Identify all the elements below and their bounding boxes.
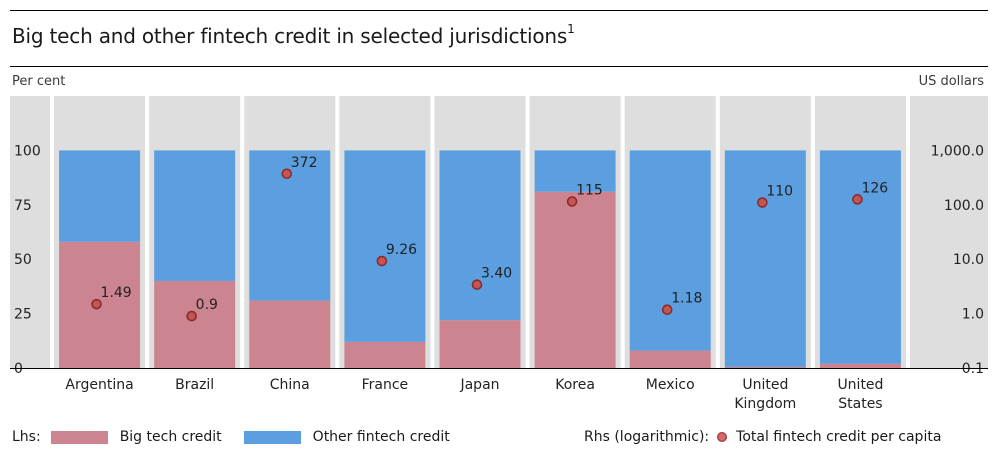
chart-title: Big tech and other fintech credit in sel… [12, 22, 575, 48]
category-label-3: France [362, 377, 409, 393]
dot-label-7: 110 [766, 184, 793, 200]
dot-per-capita-7 [757, 197, 768, 208]
bar-big-tech-5 [534, 191, 616, 368]
right-tick-label-2: 10.0 [953, 252, 984, 268]
right-axis-panel [910, 96, 988, 368]
legend-lhs: Lhs: Big tech credit Other fintech credi… [12, 429, 450, 445]
top-rule [10, 10, 988, 11]
right-tick-label-3: 100.0 [944, 198, 984, 214]
legend-big-tech-swatch [50, 430, 108, 444]
category-label-8-line0: United [837, 377, 883, 393]
bar-other-fintech-3 [344, 150, 426, 342]
category-label-0: Argentina [65, 377, 133, 393]
bar-other-fintech-5 [534, 150, 616, 192]
left-axis-unit: Per cent [12, 74, 66, 89]
dot-per-capita-5 [566, 196, 578, 207]
category-label-5: Korea [555, 377, 595, 393]
dot-per-capita-0 [91, 298, 102, 310]
dot-label-0: 1.49 [101, 285, 132, 301]
left-tick-label-4: 100 [14, 143, 41, 159]
bar-other-fintech-8 [819, 150, 901, 364]
category-label-6: Mexico [646, 377, 695, 393]
category-label-1: Brazil [175, 377, 214, 393]
bar-other-fintech-0 [59, 150, 141, 242]
dot-label-2: 372 [291, 155, 318, 171]
category-label-8-line1: States [838, 396, 882, 412]
bar-other-fintech-6 [629, 150, 711, 351]
bar-big-tech-7 [724, 366, 806, 368]
legend-big-tech-label: Big tech credit [119, 429, 222, 445]
bar-big-tech-2 [249, 300, 331, 368]
legend-rhs-label: Rhs (logarithmic): [584, 429, 710, 445]
bar-big-tech-8 [819, 363, 901, 368]
bar-other-fintech-4 [439, 150, 521, 321]
bar-other-fintech-7 [724, 150, 806, 367]
dot-label-1: 0.9 [196, 297, 218, 313]
legend-rhs: Rhs (logarithmic): Total fintech credit … [584, 429, 941, 445]
right-axis-unit: US dollars [918, 74, 984, 89]
right-tick-label-4: 1,000.0 [931, 143, 984, 159]
title-rule [10, 66, 988, 67]
left-tick-label-2: 50 [14, 252, 32, 268]
title-footnote: 1 [567, 22, 575, 36]
dot-per-capita-8 [852, 194, 863, 205]
dot-per-capita-6 [661, 304, 673, 315]
bar-other-fintech-1 [154, 150, 236, 281]
bar-big-tech-4 [439, 320, 521, 368]
dot-per-capita-1 [186, 310, 197, 322]
category-label-7-line1: Kingdom [734, 396, 796, 412]
dot-label-4: 3.40 [481, 266, 512, 282]
dot-label-6: 1.18 [671, 291, 702, 307]
dot-label-5: 115 [576, 182, 603, 198]
dot-per-capita-3 [376, 255, 388, 267]
left-tick-label-1: 25 [14, 307, 32, 323]
legend-lhs-label: Lhs: [12, 429, 41, 445]
legend-other-fintech-label: Other fintech credit [312, 429, 450, 445]
bar-big-tech-3 [344, 341, 426, 368]
left-axis-panel [10, 96, 50, 368]
dot-per-capita-4 [471, 279, 483, 290]
category-label-2: China [270, 377, 310, 393]
legend-dot-marker [717, 432, 728, 442]
bar-big-tech-6 [629, 350, 711, 368]
category-label-7-line0: United [742, 377, 788, 393]
bar-big-tech-1 [154, 280, 236, 368]
dot-per-capita-2 [281, 168, 293, 180]
legend-other-fintech-swatch [243, 430, 301, 444]
legend-dot-label: Total fintech credit per capita [736, 429, 942, 445]
right-tick-label-1: 1.0 [962, 307, 984, 323]
left-tick-label-3: 75 [14, 198, 32, 214]
dot-label-3: 9.26 [386, 242, 417, 258]
category-label-4: Japan [459, 377, 499, 393]
dot-label-8: 126 [861, 180, 888, 196]
